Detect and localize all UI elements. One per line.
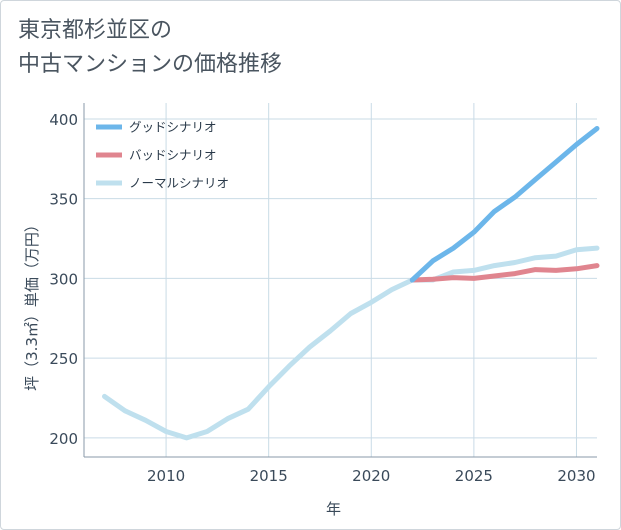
- legend-label-2: ノーマルシナリオ: [129, 176, 229, 191]
- x-tick-label-2020: 2020: [352, 467, 390, 485]
- x-tick-label-2010: 2010: [147, 467, 185, 485]
- y-tick-label-200: 200: [49, 430, 78, 448]
- y-tick-label-350: 350: [49, 191, 78, 209]
- x-tick-label-2015: 2015: [250, 467, 288, 485]
- y-tick-label-300: 300: [49, 270, 78, 288]
- chart-title: 東京都杉並区の 中古マンションの価格推移: [18, 14, 282, 82]
- legend-label-0: グッドシナリオ: [129, 120, 217, 135]
- x-tick-label-2030: 2030: [557, 467, 595, 485]
- legend-label-1: バッドシナリオ: [129, 148, 217, 163]
- y-tick-label-250: 250: [49, 350, 78, 368]
- series-line-1: [409, 263, 600, 283]
- y-axis-label: 坪（3.3㎡）単価（万円）: [23, 217, 41, 391]
- x-axis-label: 年: [326, 500, 341, 518]
- chart-title-line2: 中古マンションの価格推移: [18, 52, 283, 77]
- chart-title-line1: 東京都杉並区の: [18, 18, 173, 43]
- y-tick-label-400: 400: [49, 111, 78, 129]
- x-tick-label-2025: 2025: [455, 467, 493, 485]
- series-line-2: [102, 245, 600, 441]
- series-line-0: [409, 126, 600, 283]
